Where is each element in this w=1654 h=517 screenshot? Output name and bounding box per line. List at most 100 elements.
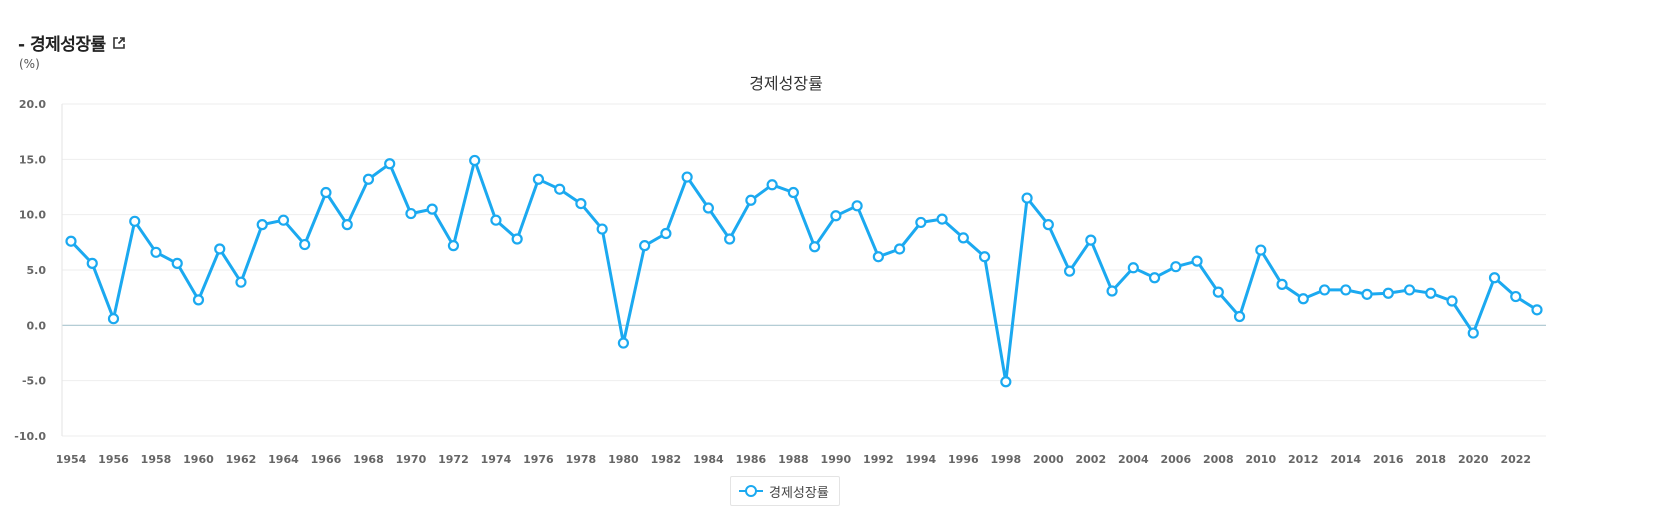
x-tick-label: 1988 [778, 453, 809, 466]
data-point[interactable] [1318, 284, 1331, 296]
data-point[interactable] [511, 233, 523, 245]
x-tick-label: 2008 [1203, 453, 1234, 466]
data-point[interactable] [809, 241, 821, 253]
data-point[interactable] [978, 251, 991, 263]
data-point[interactable] [1148, 272, 1161, 284]
data-point[interactable] [639, 240, 651, 252]
x-tick-label: 2020 [1458, 453, 1489, 466]
data-point[interactable] [1510, 290, 1522, 303]
data-point[interactable] [1297, 293, 1309, 305]
data-point[interactable] [1212, 286, 1224, 298]
data-point[interactable] [1063, 265, 1076, 277]
data-point[interactable] [532, 173, 545, 185]
data-point[interactable] [129, 215, 141, 227]
data-point[interactable] [1276, 278, 1288, 290]
data-point[interactable] [405, 207, 417, 220]
data-point[interactable] [957, 232, 969, 244]
data-point[interactable] [1340, 284, 1352, 296]
data-point[interactable] [554, 183, 566, 195]
data-point[interactable] [830, 210, 842, 222]
y-tick-label: -10.0 [14, 430, 46, 443]
data-point[interactable] [1233, 310, 1246, 323]
data-point[interactable] [936, 213, 948, 225]
y-tick-label: 5.0 [27, 264, 47, 277]
data-point[interactable] [872, 251, 884, 263]
x-tick-label: 1986 [736, 453, 767, 466]
data-point[interactable] [851, 200, 863, 212]
data-point[interactable] [702, 202, 714, 214]
data-point[interactable] [299, 238, 311, 251]
external-link-icon[interactable] [112, 36, 126, 50]
data-point[interactable] [596, 223, 608, 235]
grid-layer [61, 103, 1546, 437]
x-tick-label: 2002 [1076, 453, 1107, 466]
data-point[interactable] [724, 233, 736, 245]
data-point[interactable] [107, 313, 120, 325]
data-point[interactable] [192, 294, 205, 306]
data-point[interactable] [1021, 192, 1033, 204]
data-point[interactable] [256, 219, 268, 231]
data-point[interactable] [65, 235, 77, 247]
legend-label: 경제성장률 [769, 485, 829, 501]
x-tick-label: 1976 [523, 453, 554, 466]
data-point[interactable] [787, 186, 799, 199]
x-tick-label: 1972 [438, 453, 469, 466]
data-point[interactable] [150, 246, 162, 258]
section-title: - 경제성장률 [18, 35, 106, 55]
data-point[interactable] [1467, 327, 1479, 339]
data-point[interactable] [617, 337, 630, 349]
x-tick-label: 1958 [141, 453, 172, 466]
data-point[interactable] [894, 243, 906, 255]
x-tick-label: 1968 [353, 453, 384, 466]
legend[interactable]: 경제성장률 [730, 476, 840, 506]
data-point[interactable] [235, 276, 247, 288]
data-point[interactable] [86, 257, 98, 269]
x-tick-label: 1990 [821, 453, 852, 466]
data-point[interactable] [915, 216, 927, 229]
x-tick-label: 2016 [1373, 453, 1404, 466]
data-point[interactable] [1191, 255, 1203, 267]
x-tick-label: 2000 [1033, 453, 1064, 466]
unit-label: (%) [19, 57, 40, 71]
data-point[interactable] [1425, 287, 1437, 299]
x-tick-label: 2010 [1245, 453, 1276, 466]
data-point[interactable] [660, 227, 672, 240]
data-point[interactable] [1127, 262, 1139, 274]
data-point[interactable] [277, 214, 290, 226]
data-point[interactable] [469, 154, 481, 167]
data-point[interactable] [681, 171, 693, 183]
data-point[interactable] [384, 158, 396, 170]
x-tick-label: 1996 [948, 453, 979, 466]
data-point[interactable] [766, 179, 778, 191]
data-point[interactable] [575, 198, 587, 210]
x-tick-label: 2018 [1415, 453, 1446, 466]
data-point[interactable] [1382, 287, 1394, 299]
data-point[interactable] [1403, 284, 1416, 296]
data-point[interactable] [214, 243, 226, 255]
data-point[interactable] [320, 186, 332, 199]
y-tick-label: 20.0 [19, 98, 46, 111]
data-point[interactable] [171, 257, 183, 269]
x-tick-label: 1984 [693, 453, 724, 466]
data-point[interactable] [1255, 244, 1267, 256]
data-point[interactable] [1170, 261, 1182, 273]
data-point[interactable] [1488, 272, 1501, 284]
data-point[interactable] [745, 194, 757, 206]
data-point[interactable] [1106, 285, 1118, 297]
data-point[interactable] [1085, 234, 1097, 246]
data-point[interactable] [447, 240, 460, 252]
data-point[interactable] [362, 173, 375, 185]
x-tick-label: 1970 [396, 453, 427, 466]
x-tick-label: 1978 [566, 453, 597, 466]
y-axis-ticks: 20.0 15.0 10.0 5.0 0.0 -5.0 -10.0 [14, 98, 46, 443]
data-point[interactable] [1042, 219, 1054, 231]
section-header: - 경제성장률 [18, 30, 126, 55]
data-point[interactable] [1446, 295, 1458, 307]
data-point[interactable] [1361, 288, 1373, 300]
data-point[interactable] [341, 219, 353, 231]
data-point[interactable] [1531, 304, 1543, 316]
y-tick-label: -5.0 [22, 375, 46, 388]
data-point[interactable] [490, 214, 502, 226]
data-point[interactable] [426, 203, 438, 215]
data-point[interactable] [1000, 376, 1012, 388]
